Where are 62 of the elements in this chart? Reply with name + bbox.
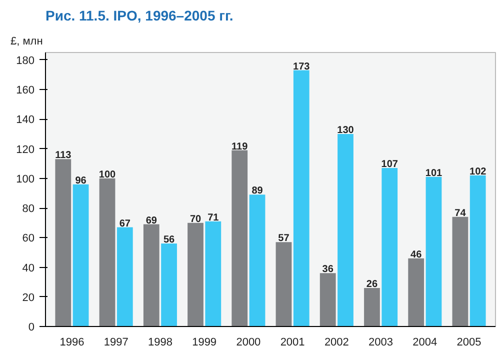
bar [205,221,222,326]
data-label: 67 [119,218,131,230]
bar [72,184,89,326]
data-label: 46 [410,249,422,260]
bar [188,222,204,326]
bar [364,288,380,326]
y-tick-label: 160 [16,84,35,97]
data-label: 119 [232,141,248,152]
data-label: 56 [163,234,176,246]
bar [320,273,336,326]
data-label: 74 [454,208,466,219]
x-tick-label: 2004 [412,336,438,348]
x-tick-label: 2000 [236,336,261,348]
x-tick-label: 1997 [104,336,128,348]
data-label: 107 [381,159,398,170]
y-tick-label: 100 [16,173,35,186]
data-label: 100 [98,169,116,180]
y-tick-label: 0 [28,322,35,334]
y-tick-label: 140 [16,114,35,126]
data-label: 113 [55,150,72,162]
data-label: 173 [293,61,310,72]
bar [161,244,177,326]
bar [338,134,354,326]
data-label: 101 [425,168,443,179]
bar [116,227,133,326]
bar [408,258,424,326]
x-tick-label: 1998 [148,336,172,348]
bar [249,194,266,326]
y-tick-label: 180 [16,54,35,67]
bar [99,178,116,326]
data-label: 71 [208,212,220,224]
x-tick-label: 2001 [280,336,305,348]
data-label: 36 [322,264,334,276]
data-label: 57 [278,233,290,244]
bar [232,150,248,326]
x-tick-label: 2003 [368,336,394,348]
x-tick-label: 2002 [324,336,349,348]
y-tick-label: 20 [22,292,35,304]
bar [452,216,468,326]
x-tick-label: 2005 [456,336,482,348]
data-label: 89 [252,186,264,197]
y-tick-label: 120 [16,144,35,156]
bar [55,159,72,326]
data-label: 130 [337,124,354,136]
bar [470,175,486,326]
bar [426,176,442,326]
bar [293,70,310,326]
y-tick-label: 80 [22,203,35,216]
data-label: 26 [366,278,378,290]
x-tick-label: 1999 [192,336,217,348]
data-label: 70 [190,214,202,225]
chart-title: Рис. 11.5. IPO, 1996–2005 гг. [46,8,234,24]
bar [143,224,160,326]
x-tick-label: 1996 [60,336,84,348]
y-axis-title: £, млн [10,36,43,48]
data-label: 96 [75,175,87,186]
data-label: 69 [146,215,158,226]
y-tick-label: 60 [22,232,35,245]
data-label: 102 [470,166,487,178]
bar [276,242,292,326]
bar [382,168,398,326]
y-tick-label: 40 [22,262,35,274]
